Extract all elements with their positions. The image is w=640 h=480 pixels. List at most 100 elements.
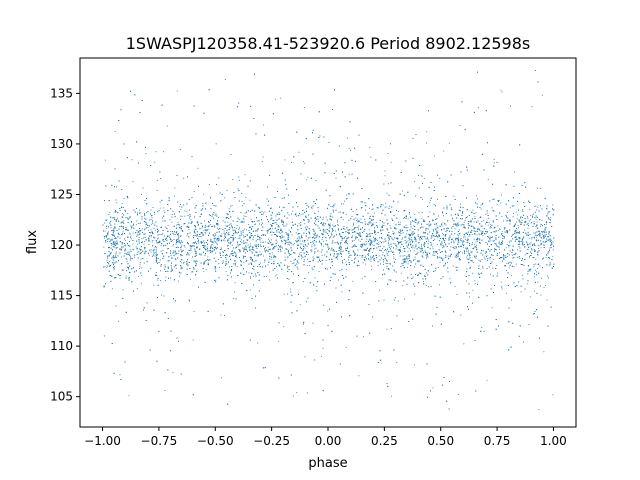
data-point [386, 250, 387, 252]
data-point [143, 262, 145, 264]
data-point [276, 274, 278, 276]
data-point [113, 238, 115, 239]
data-point [420, 237, 422, 238]
data-point [281, 221, 283, 223]
data-point [113, 242, 115, 244]
data-point [233, 247, 234, 249]
data-point [172, 232, 174, 234]
data-point [165, 276, 167, 278]
data-point [450, 241, 452, 243]
data-point [213, 238, 215, 239]
data-point [345, 347, 347, 348]
data-point [190, 219, 192, 221]
data-point [138, 275, 140, 277]
data-point [522, 240, 524, 242]
data-point [227, 239, 228, 241]
data-point [104, 236, 106, 238]
data-point [271, 244, 273, 246]
data-point [219, 266, 220, 268]
data-point [288, 235, 289, 236]
data-point [506, 212, 508, 213]
data-point [420, 264, 421, 266]
data-point [181, 215, 183, 217]
data-point [505, 247, 507, 249]
data-point [216, 242, 217, 244]
data-point [174, 187, 176, 189]
data-point [549, 265, 551, 267]
data-point [116, 219, 118, 221]
data-point [368, 229, 370, 231]
data-point [306, 208, 307, 210]
data-point [329, 237, 331, 238]
data-point [177, 246, 179, 248]
data-point [107, 241, 109, 242]
data-point [351, 216, 353, 217]
data-point [156, 241, 157, 243]
data-point [477, 240, 478, 242]
data-point [309, 264, 311, 266]
data-point [449, 249, 451, 251]
data-point [243, 262, 245, 264]
data-point [233, 297, 235, 299]
data-point [369, 248, 371, 249]
data-point [345, 269, 347, 270]
data-point [382, 248, 383, 249]
data-point [414, 256, 416, 258]
data-point [247, 244, 249, 246]
data-point [406, 240, 408, 242]
data-point [192, 339, 194, 341]
data-point [284, 159, 286, 161]
data-point [245, 242, 247, 244]
data-point [237, 245, 239, 247]
data-point [397, 241, 398, 242]
data-point [427, 254, 428, 256]
data-point [236, 266, 238, 267]
data-point [447, 271, 449, 273]
data-point [130, 221, 132, 223]
data-point [374, 212, 375, 214]
data-point [240, 239, 242, 241]
data-point [315, 235, 317, 236]
data-point [545, 285, 546, 286]
data-point [350, 149, 351, 151]
data-point [518, 237, 519, 239]
data-point [338, 253, 340, 255]
data-point [154, 213, 156, 215]
data-point [104, 159, 106, 161]
data-point [442, 212, 444, 214]
data-point [315, 180, 317, 181]
data-point [534, 205, 536, 207]
data-point [151, 256, 153, 257]
data-point [222, 260, 224, 262]
data-point [114, 131, 116, 132]
data-point [463, 343, 465, 345]
data-point [544, 236, 546, 237]
data-point [539, 265, 541, 267]
data-point [276, 266, 277, 268]
data-point [281, 222, 283, 223]
data-point [371, 244, 373, 246]
data-point [238, 229, 240, 230]
data-point [259, 238, 261, 240]
data-point [162, 220, 164, 222]
data-point [150, 229, 152, 231]
data-point [341, 291, 343, 293]
data-point [400, 233, 402, 234]
data-point [475, 231, 477, 233]
data-point [494, 231, 496, 233]
data-point [535, 259, 537, 261]
data-point [398, 242, 400, 244]
data-point [541, 220, 543, 222]
data-point [465, 256, 467, 258]
data-point [371, 242, 373, 244]
data-point [375, 222, 377, 223]
data-point [231, 235, 233, 236]
data-point [422, 231, 424, 233]
data-point [186, 261, 187, 263]
data-point [208, 214, 210, 215]
data-point [480, 208, 482, 210]
data-point [513, 266, 515, 268]
data-point [231, 244, 233, 246]
data-point [190, 278, 191, 280]
data-point [329, 225, 331, 227]
